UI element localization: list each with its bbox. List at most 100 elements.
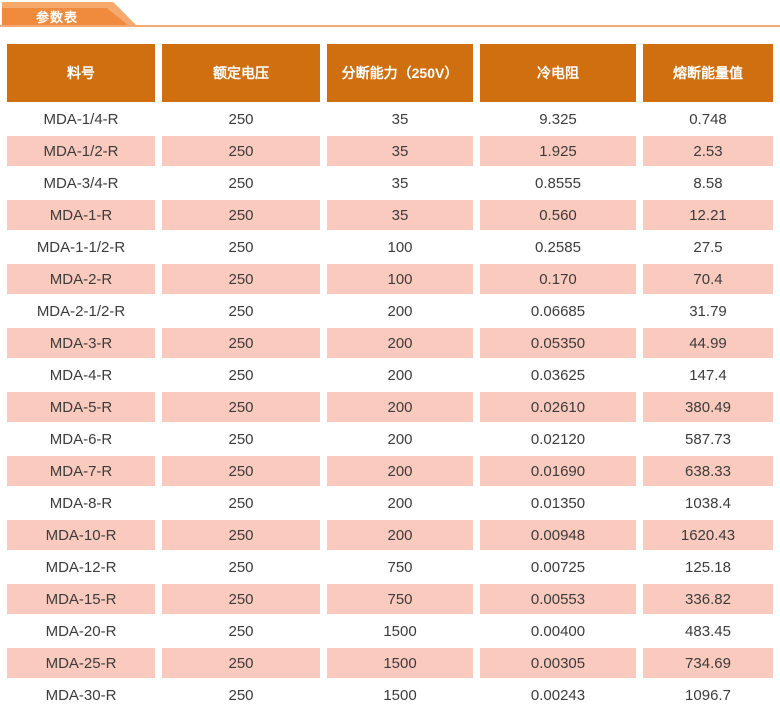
cell-cold-resistance: 0.03625: [480, 360, 636, 390]
cell-breaking-capacity: 200: [327, 456, 473, 486]
table-row: MDA-1/2-R 250 35 1.925 2.53: [7, 136, 773, 166]
column-header-fusing-energy: 熔断能量值: [643, 44, 773, 102]
table-row: MDA-1-1/2-R 250 100 0.2585 27.5: [7, 232, 773, 262]
cell-breaking-capacity: 100: [327, 232, 473, 262]
tab-parameter-table-label: 参数表: [35, 10, 78, 25]
cell-part-number: MDA-5-R: [7, 392, 155, 422]
cell-cold-resistance: 0.00243: [480, 680, 636, 710]
cell-breaking-capacity: 200: [327, 520, 473, 550]
cell-fusing-energy: 70.4: [643, 264, 773, 294]
cell-cold-resistance: 9.325: [480, 104, 636, 134]
column-header-cold-resistance: 冷电阻: [480, 44, 636, 102]
cell-fusing-energy: 147.4: [643, 360, 773, 390]
cell-cold-resistance: 0.02120: [480, 424, 636, 454]
cell-fusing-energy: 0.748: [643, 104, 773, 134]
cell-cold-resistance: 0.8555: [480, 168, 636, 198]
cell-cold-resistance: 0.06685: [480, 296, 636, 326]
column-header-part-number: 料号: [7, 44, 155, 102]
table-row: MDA-8-R 250 200 0.01350 1038.4: [7, 488, 773, 518]
cell-part-number: MDA-1/2-R: [7, 136, 155, 166]
cell-part-number: MDA-8-R: [7, 488, 155, 518]
cell-part-number: MDA-4-R: [7, 360, 155, 390]
cell-fusing-energy: 125.18: [643, 552, 773, 582]
table-row: MDA-1-R 250 35 0.560 12.21: [7, 200, 773, 230]
table-body: MDA-1/4-R 250 35 9.325 0.748 MDA-1/2-R 250 35 1.…: [7, 104, 773, 710]
cell-rated-voltage: 250: [162, 104, 320, 134]
cell-cold-resistance: 1.925: [480, 136, 636, 166]
cell-rated-voltage: 250: [162, 264, 320, 294]
cell-part-number: MDA-1/4-R: [7, 104, 155, 134]
table-row: MDA-10-R 250 200 0.00948 1620.43: [7, 520, 773, 550]
column-header-breaking-capacity: 分断能力（250V）: [327, 44, 473, 102]
table-header-row: 料号 额定电压 分断能力（250V） 冷电阻 熔断能量值: [7, 44, 773, 102]
cell-part-number: MDA-6-R: [7, 424, 155, 454]
cell-rated-voltage: 250: [162, 136, 320, 166]
cell-breaking-capacity: 35: [327, 136, 473, 166]
cell-cold-resistance: 0.2585: [480, 232, 636, 262]
cell-fusing-energy: 380.49: [643, 392, 773, 422]
cell-part-number: MDA-10-R: [7, 520, 155, 550]
cell-rated-voltage: 250: [162, 392, 320, 422]
table-row: MDA-1/4-R 250 35 9.325 0.748: [7, 104, 773, 134]
table-row: MDA-3/4-R 250 35 0.8555 8.58: [7, 168, 773, 198]
cell-fusing-energy: 12.21: [643, 200, 773, 230]
cell-fusing-energy: 44.99: [643, 328, 773, 358]
table-row: MDA-3-R 250 200 0.05350 44.99: [7, 328, 773, 358]
cell-breaking-capacity: 200: [327, 424, 473, 454]
cell-fusing-energy: 734.69: [643, 648, 773, 678]
cell-breaking-capacity: 1500: [327, 648, 473, 678]
cell-part-number: MDA-7-R: [7, 456, 155, 486]
cell-fusing-energy: 8.58: [643, 168, 773, 198]
cell-rated-voltage: 250: [162, 168, 320, 198]
cell-part-number: MDA-1-R: [7, 200, 155, 230]
cell-cold-resistance: 0.00948: [480, 520, 636, 550]
cell-cold-resistance: 0.00305: [480, 648, 636, 678]
cell-rated-voltage: 250: [162, 456, 320, 486]
table-row: MDA-7-R 250 200 0.01690 638.33: [7, 456, 773, 486]
cell-part-number: MDA-20-R: [7, 616, 155, 646]
cell-cold-resistance: 0.01690: [480, 456, 636, 486]
cell-rated-voltage: 250: [162, 680, 320, 710]
cell-breaking-capacity: 200: [327, 360, 473, 390]
cell-rated-voltage: 250: [162, 584, 320, 614]
cell-rated-voltage: 250: [162, 200, 320, 230]
cell-fusing-energy: 2.53: [643, 136, 773, 166]
cell-cold-resistance: 0.01350: [480, 488, 636, 518]
cell-part-number: MDA-15-R: [7, 584, 155, 614]
table-row: MDA-6-R 250 200 0.02120 587.73: [7, 424, 773, 454]
cell-breaking-capacity: 200: [327, 392, 473, 422]
cell-fusing-energy: 31.79: [643, 296, 773, 326]
cell-breaking-capacity: 1500: [327, 616, 473, 646]
cell-fusing-energy: 336.82: [643, 584, 773, 614]
cell-fusing-energy: 1096.7: [643, 680, 773, 710]
tab-parameter-table[interactable]: 参数表: [2, 8, 128, 25]
cell-breaking-capacity: 35: [327, 168, 473, 198]
cell-rated-voltage: 250: [162, 360, 320, 390]
cell-fusing-energy: 483.45: [643, 616, 773, 646]
cell-rated-voltage: 250: [162, 296, 320, 326]
cell-fusing-energy: 587.73: [643, 424, 773, 454]
cell-part-number: MDA-3-R: [7, 328, 155, 358]
cell-breaking-capacity: 35: [327, 104, 473, 134]
cell-breaking-capacity: 1500: [327, 680, 473, 710]
cell-breaking-capacity: 200: [327, 488, 473, 518]
cell-breaking-capacity: 200: [327, 296, 473, 326]
cell-rated-voltage: 250: [162, 232, 320, 262]
cell-part-number: MDA-2-1/2-R: [7, 296, 155, 326]
parameter-tab-ribbon: 参数表: [2, 2, 136, 25]
cell-rated-voltage: 250: [162, 520, 320, 550]
cell-cold-resistance: 0.00400: [480, 616, 636, 646]
cell-cold-resistance: 0.02610: [480, 392, 636, 422]
cell-breaking-capacity: 35: [327, 200, 473, 230]
table-row: MDA-25-R 250 1500 0.00305 734.69: [7, 648, 773, 678]
cell-rated-voltage: 250: [162, 616, 320, 646]
cell-rated-voltage: 250: [162, 648, 320, 678]
table-row: MDA-2-1/2-R 250 200 0.06685 31.79: [7, 296, 773, 326]
cell-cold-resistance: 0.00725: [480, 552, 636, 582]
cell-part-number: MDA-30-R: [7, 680, 155, 710]
table-row: MDA-2-R 250 100 0.170 70.4: [7, 264, 773, 294]
cell-breaking-capacity: 750: [327, 584, 473, 614]
cell-rated-voltage: 250: [162, 424, 320, 454]
cell-cold-resistance: 0.170: [480, 264, 636, 294]
cell-part-number: MDA-1-1/2-R: [7, 232, 155, 262]
